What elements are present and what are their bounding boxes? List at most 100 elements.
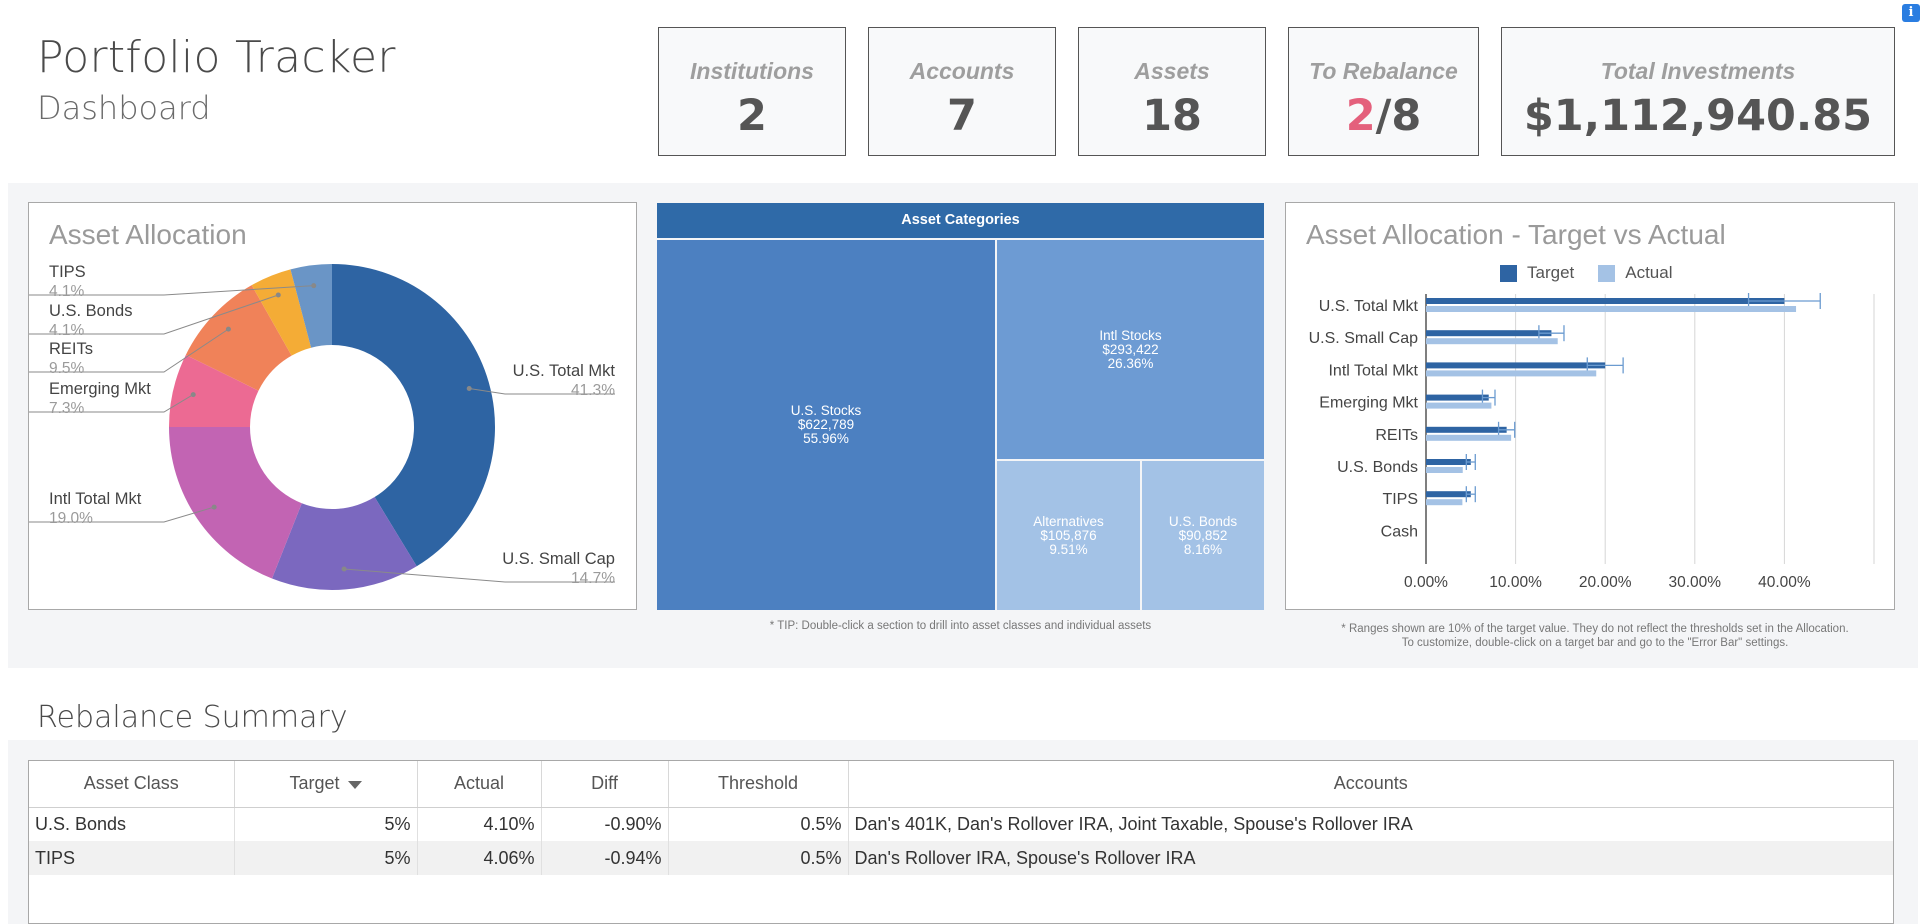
treemap-cell-pct: 55.96% [803,431,849,446]
cell-diff: -0.90% [541,807,669,841]
leader-line [29,328,229,373]
donut-chart[interactable] [28,202,637,610]
target-bar[interactable] [1426,298,1785,304]
treemap-tip: * TIP: Double-click a section to drill i… [769,620,1152,632]
kpi-label: Assets [1134,58,1210,84]
category-label: U.S. Small Cap [1309,330,1418,347]
app-title: Portfolio Tracker [37,32,396,83]
x-tick-label: 40.00% [1758,574,1811,591]
donut-label: U.S. Total Mkt [512,362,615,380]
cell-asset: TIPS [29,841,235,875]
table-row[interactable]: U.S. Bonds 5% 4.10% -0.90% 0.5% Dan's 40… [29,807,1893,841]
actual-bar[interactable] [1426,499,1463,506]
rebalance-title: Rebalance Summary [37,700,348,735]
kpi-label: To Rebalance [1309,58,1458,84]
col-header-accounts[interactable]: Accounts [848,761,1893,808]
note-line: To customize, double-click on a target b… [1401,637,1789,649]
col-header-diff[interactable]: Diff [541,761,669,808]
leader-line [29,285,314,296]
actual-bar[interactable] [1426,402,1492,409]
category-label: Intl Total Mkt [1328,362,1418,379]
cell-accounts: Dan's 401K, Dan's Rollover IRA, Joint Ta… [854,813,1413,834]
leader-dot [311,283,317,289]
treemap-cell[interactable]: Intl Stocks $293,422 26.36% [997,240,1264,459]
donut-label: REITs [49,340,94,358]
target-bar[interactable] [1426,394,1489,401]
x-tick-label: 0.00% [1404,574,1448,591]
kpi-value: 2 [737,91,767,141]
kpi-assets: Assets 18 [1078,27,1266,156]
treemap-cell-label: Intl Stocks [1099,327,1162,343]
legend-label: Actual [1625,263,1673,282]
donut-pct: 7.3% [49,400,85,417]
leader-dot [190,392,196,398]
kpi-institutions: Institutions 2 [658,27,846,156]
donut-slice[interactable] [290,264,332,348]
treemap-header: Asset Categories [657,203,1264,238]
category-label: TIPS [1382,491,1418,508]
sort-desc-icon [347,780,362,789]
kpi-label: Total Investments [1600,58,1796,84]
table-header-row: Asset Class Target Actual Diff Threshold… [29,761,1893,808]
donut-slice[interactable] [169,354,259,427]
category-label: REITs [1375,427,1418,444]
table-row[interactable]: TIPS 5% 4.06% -0.94% 0.5% Dan's Rollover… [29,841,1893,875]
donut-slice[interactable] [169,427,302,579]
donut-slice[interactable] [185,285,292,391]
cell-asset: U.S. Bonds [29,807,235,841]
actual-bar[interactable] [1426,370,1597,377]
donut-slice[interactable] [251,269,312,356]
x-tick-label: 30.00% [1669,574,1722,591]
category-label: U.S. Bonds [1337,459,1418,476]
target-bar[interactable] [1426,426,1507,433]
donut-label: U.S. Bonds [49,302,133,320]
cell-target: 5% [234,807,418,841]
donut-pct: 9.5% [49,360,85,377]
actual-bar[interactable] [1426,467,1463,473]
target-bar[interactable] [1426,362,1606,369]
col-header-threshold[interactable]: Threshold [668,761,849,808]
target-actual-bar-chart[interactable]: U.S. Total Mkt U.S. Small Cap Intl Total M… [1285,202,1895,610]
actual-bar[interactable] [1426,338,1558,345]
cell-diff: -0.94% [541,841,669,875]
col-header-actual[interactable]: Actual [417,761,542,808]
legend-item-actual[interactable]: Actual [1598,263,1673,283]
treemap-cell-label: U.S. Stocks [790,403,862,418]
treemap-cell[interactable]: U.S. Bonds $90,852 8.16% [1142,461,1264,610]
kpi-label: Accounts [909,58,1015,84]
error-bar-note: * Ranges shown are 10% of the target val… [1285,622,1905,650]
info-icon[interactable]: i [1902,4,1920,22]
kpi-total-investments: Total Investments $1,112,940.85 [1501,27,1895,156]
legend-item-target[interactable]: Target [1500,263,1574,283]
kpi-value: $1,112,940.85 [1523,91,1873,141]
title-block: Portfolio Tracker Dashboard [37,32,396,127]
category-label: Emerging Mkt [1319,395,1418,412]
treemap-cell-value: $293,422 [1102,341,1159,357]
kpi-value: 18 [1142,91,1202,141]
col-header-asset-class[interactable]: Asset Class [29,761,235,808]
cell-threshold: 0.5% [668,841,849,875]
col-header-target[interactable]: Target [234,761,418,808]
actual-bar[interactable] [1426,306,1797,312]
donut-label: Emerging Mkt [49,380,151,398]
donut-slice[interactable] [332,264,495,567]
chart-legend: Target Actual [1500,263,1697,283]
target-bar[interactable] [1426,491,1471,498]
donut-pct: 19.0% [49,510,93,527]
cell-actual: 4.06% [417,841,542,875]
cell-threshold: 0.5% [668,807,849,841]
treemap-cell[interactable]: Alternatives $105,876 9.51% [997,461,1140,610]
rebalance-total: /8 [1375,91,1422,141]
target-bar[interactable] [1426,459,1471,465]
treemap-cell[interactable]: U.S. Stocks $622,789 55.96% [657,240,995,610]
app-subtitle: Dashboard [37,89,211,127]
donut-pct: 14.7% [571,570,615,587]
donut-slice[interactable] [271,497,417,590]
treemap-cell-pct: 9.51% [1049,541,1088,557]
kpi-accounts: Accounts 7 [868,27,1056,156]
cell-accounts: Dan's Rollover IRA, Spouse's Rollover IR… [848,841,1893,875]
actual-bar[interactable] [1426,434,1512,441]
target-bar[interactable] [1426,330,1552,337]
treemap-cell-pct: 26.36% [1107,355,1154,371]
donut-pct: 4.1% [49,322,85,339]
